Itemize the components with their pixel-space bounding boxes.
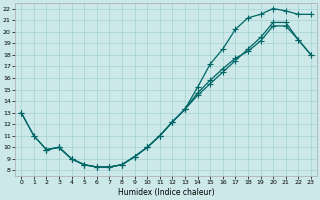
- X-axis label: Humidex (Indice chaleur): Humidex (Indice chaleur): [118, 188, 214, 197]
